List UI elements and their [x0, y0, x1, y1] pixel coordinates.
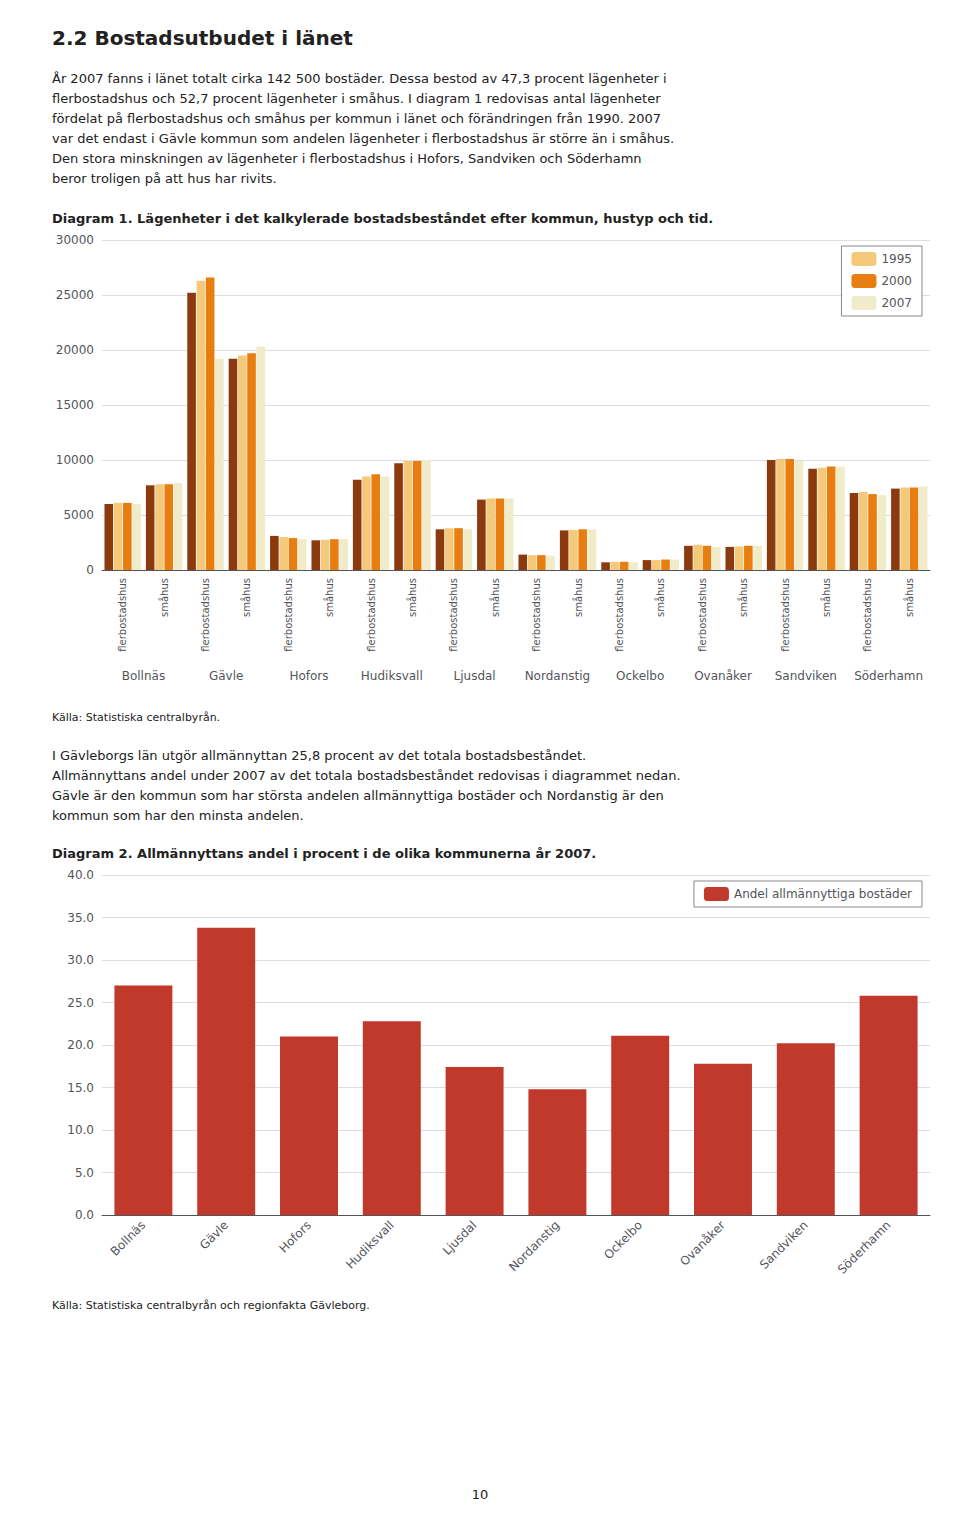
- svg-text:småhus: småhus: [572, 578, 584, 617]
- svg-text:5.0: 5.0: [75, 1166, 94, 1180]
- svg-text:småhus: småhus: [737, 578, 749, 617]
- svg-text:Nordanstig: Nordanstig: [506, 1218, 562, 1274]
- svg-text:Ljusdal: Ljusdal: [440, 1218, 480, 1258]
- svg-text:Allmännyttans andel under 2007: Allmännyttans andel under 2007 av det to…: [52, 768, 681, 783]
- svg-text:10000: 10000: [56, 453, 94, 467]
- svg-text:40.0: 40.0: [67, 868, 94, 882]
- svg-text:10.0: 10.0: [67, 1123, 94, 1137]
- svg-text:30000: 30000: [56, 233, 94, 247]
- svg-text:25.0: 25.0: [67, 996, 94, 1010]
- svg-text:flerbostadshus: flerbostadshus: [448, 578, 459, 652]
- svg-text:Ockelbo: Ockelbo: [616, 669, 664, 683]
- svg-text:Källa: Statistiska centralbyrå: Källa: Statistiska centralbyrån och regi…: [52, 1299, 370, 1312]
- svg-text:0.0: 0.0: [75, 1208, 94, 1222]
- svg-text:Hudiksvall: Hudiksvall: [361, 669, 423, 683]
- svg-text:beror troligen på att hus har: beror troligen på att hus har rivits.: [52, 171, 277, 186]
- svg-text:2.2 Bostadsutbudet i länet: 2.2 Bostadsutbudet i länet: [52, 26, 353, 50]
- svg-text:År 2007 fanns i länet totalt c: År 2007 fanns i länet totalt cirka 142 5…: [52, 71, 667, 86]
- svg-text:var det endast i Gävle kommun: var det endast i Gävle kommun som andele…: [52, 131, 674, 146]
- svg-text:20.0: 20.0: [67, 1038, 94, 1052]
- svg-text:Källa: Statistiska centralbyrå: Källa: Statistiska centralbyrån.: [52, 711, 220, 724]
- svg-text:10: 10: [472, 1487, 489, 1502]
- svg-text:Bollnäs: Bollnäs: [108, 1218, 149, 1259]
- svg-text:25000: 25000: [56, 288, 94, 302]
- svg-text:30.0: 30.0: [67, 953, 94, 967]
- svg-text:flerbostadshus: flerbostadshus: [780, 578, 791, 652]
- svg-text:5000: 5000: [63, 508, 94, 522]
- svg-text:2007: 2007: [881, 296, 912, 310]
- svg-text:Söderhamn: Söderhamn: [835, 1218, 894, 1277]
- svg-text:småhus: småhus: [820, 578, 832, 617]
- svg-text:flerbostadshus och 52,7 procen: flerbostadshus och 52,7 procent lägenhet…: [52, 91, 661, 106]
- svg-text:0: 0: [86, 563, 94, 577]
- svg-text:2000: 2000: [881, 274, 912, 288]
- svg-text:Hofors: Hofors: [289, 669, 328, 683]
- svg-text:flerbostadshus: flerbostadshus: [200, 578, 211, 652]
- svg-text:Söderhamn: Söderhamn: [854, 669, 923, 683]
- svg-text:småhus: småhus: [158, 578, 170, 617]
- svg-text:kommun som har den minsta ande: kommun som har den minsta andelen.: [52, 808, 304, 823]
- svg-text:flerbostadshus: flerbostadshus: [366, 578, 377, 652]
- svg-text:flerbostadshus: flerbostadshus: [862, 578, 873, 652]
- svg-text:Gävle är den kommun som har st: Gävle är den kommun som har största ande…: [52, 788, 664, 803]
- svg-text:15000: 15000: [56, 398, 94, 412]
- svg-text:15.0: 15.0: [67, 1081, 94, 1095]
- svg-text:Hofors: Hofors: [276, 1218, 314, 1256]
- svg-text:20000: 20000: [56, 343, 94, 357]
- svg-text:1995: 1995: [881, 252, 912, 266]
- svg-text:Hudiksvall: Hudiksvall: [343, 1218, 397, 1272]
- svg-text:Den stora minskningen av lägen: Den stora minskningen av lägenheter i fl…: [52, 151, 642, 166]
- svg-text:småhus: småhus: [406, 578, 418, 617]
- svg-text:småhus: småhus: [240, 578, 252, 617]
- svg-text:småhus: småhus: [654, 578, 666, 617]
- svg-text:Ljusdal: Ljusdal: [454, 669, 496, 683]
- svg-text:flerbostadshus: flerbostadshus: [697, 578, 708, 652]
- svg-text:I Gävleborgs län utgör allmänn: I Gävleborgs län utgör allmännyttan 25,8…: [52, 748, 586, 763]
- svg-text:Sandviken: Sandviken: [775, 669, 837, 683]
- svg-text:Ovanåker: Ovanåker: [694, 669, 752, 683]
- svg-text:småhus: småhus: [489, 578, 501, 617]
- svg-text:fördelat på flerbostadshus och: fördelat på flerbostadshus och småhus pe…: [52, 111, 661, 126]
- svg-text:Ovanåker: Ovanåker: [677, 1218, 728, 1269]
- svg-text:Ockelbo: Ockelbo: [601, 1218, 645, 1262]
- svg-text:småhus: småhus: [903, 578, 915, 617]
- svg-text:Diagram 1. Lägenheter i det ka: Diagram 1. Lägenheter i det kalkylerade …: [52, 211, 713, 226]
- svg-text:Sandviken: Sandviken: [757, 1218, 811, 1272]
- svg-text:35.0: 35.0: [67, 911, 94, 925]
- svg-text:flerbostadshus: flerbostadshus: [117, 578, 128, 652]
- svg-text:flerbostadshus: flerbostadshus: [614, 578, 625, 652]
- svg-text:småhus: småhus: [323, 578, 335, 617]
- svg-text:flerbostadshus: flerbostadshus: [531, 578, 542, 652]
- svg-text:Andel allmännyttiga bostäder: Andel allmännyttiga bostäder: [734, 887, 912, 901]
- svg-text:flerbostadshus: flerbostadshus: [283, 578, 294, 652]
- svg-text:Gävle: Gävle: [197, 1218, 231, 1252]
- svg-text:Nordanstig: Nordanstig: [525, 669, 591, 683]
- svg-text:Diagram 2. Allmännyttans andel: Diagram 2. Allmännyttans andel i procent…: [52, 846, 596, 861]
- svg-text:Gävle: Gävle: [209, 669, 243, 683]
- svg-text:Bollnäs: Bollnäs: [122, 669, 165, 683]
